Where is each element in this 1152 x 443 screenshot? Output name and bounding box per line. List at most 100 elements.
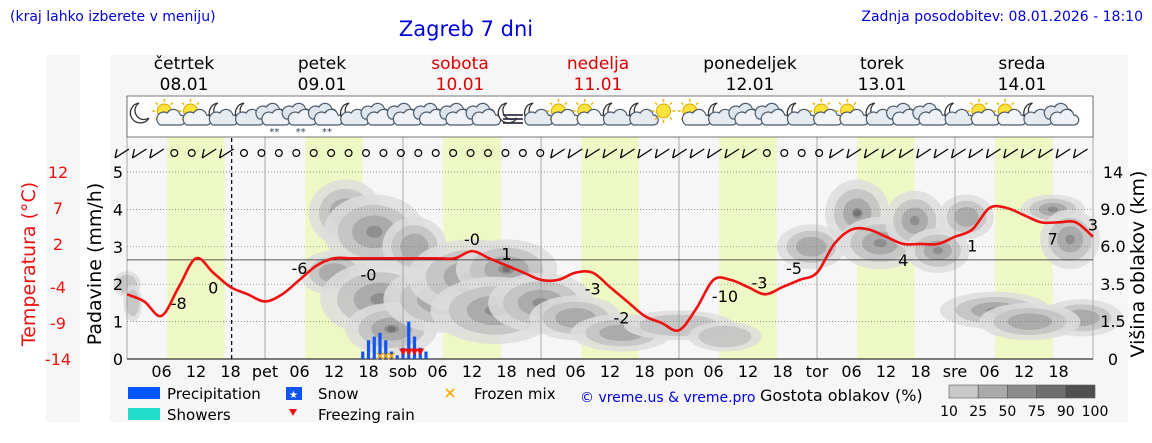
day-name: petek	[298, 54, 346, 74]
wind-barb	[968, 148, 984, 159]
freezing-rain-marker	[416, 348, 425, 356]
cloud-icon	[912, 102, 948, 126]
wind-calm-mark	[274, 149, 283, 158]
wind-barb-tick	[550, 148, 554, 159]
cloud-blob	[387, 326, 396, 333]
temperature-tick: -4	[50, 278, 66, 297]
x-tick-label: 06	[289, 362, 309, 381]
precipitation-bar	[361, 351, 365, 359]
cloud-night-icon	[208, 102, 239, 126]
wind-calm-mark	[797, 149, 806, 158]
x-tick-label: 06	[151, 362, 171, 381]
wind-barb-shaft	[1055, 148, 1071, 159]
wind-calm-mark	[762, 149, 771, 158]
precipitation-bars	[361, 321, 428, 360]
legend-frozen-mix-stroke	[445, 388, 455, 398]
precipitation-bar	[395, 355, 399, 359]
wind-barb	[619, 148, 635, 159]
wind-barb	[1038, 148, 1054, 159]
wind-barb-tick	[863, 148, 868, 159]
temperature-tick: 7	[53, 199, 63, 218]
sun-cloud-icon	[546, 99, 580, 126]
temperature-axis-label: Temperatura (°C)	[18, 182, 40, 347]
wind-barb-tick	[654, 148, 658, 159]
sun-ray	[984, 101, 988, 106]
copyright-link[interactable]: © vreme.us & vreme.pro	[580, 390, 755, 406]
temperature-value-label: -10	[712, 287, 738, 306]
frozen-mix-marker	[376, 352, 384, 360]
precipitation-bar	[424, 351, 428, 359]
precipitation-axis-label: Padavine (mm/h)	[84, 183, 106, 346]
cloud-icon	[1043, 102, 1080, 126]
wind-barb-shaft	[1038, 148, 1054, 159]
wind-barb-shaft	[620, 148, 635, 159]
wind-barb-tick	[637, 148, 641, 159]
cloud-scale-tick: 75	[1028, 404, 1046, 420]
wind-barb	[706, 148, 722, 159]
wind-barb	[218, 148, 234, 159]
sun-ray	[590, 101, 594, 106]
wind-barb	[567, 148, 583, 159]
day-date: 11.01	[574, 75, 623, 95]
sun-cloud-icon	[572, 99, 607, 126]
wind-barb-tick	[846, 148, 850, 159]
x-tick-label: 18	[1048, 362, 1068, 381]
cloud-shape	[471, 108, 502, 126]
wind-barb-shaft	[201, 148, 217, 159]
x-tick-label: sre	[943, 362, 967, 381]
wind-calm-mark	[396, 149, 405, 158]
day-date: 13.01	[858, 75, 907, 95]
wind-barb-tick	[567, 148, 571, 159]
fog-night-icon	[497, 102, 523, 124]
wind-barb-tick	[131, 148, 136, 159]
wind-barb	[846, 148, 862, 159]
wind-calm-mark	[327, 149, 336, 158]
snow-icon: ★	[289, 390, 298, 401]
x-tick-label: 18	[220, 362, 240, 381]
cloud-scale-swatch	[977, 384, 1008, 399]
wind-barb-shaft	[933, 148, 949, 159]
wind-calm-mark	[362, 149, 371, 158]
temperature-value-label: -3	[752, 273, 768, 292]
cloud-scale-tick: 25	[969, 404, 987, 420]
legend-freezing-rain-label: Freezing rain	[318, 406, 415, 424]
freezing-rain-marker	[404, 348, 413, 356]
wind-barb-shaft	[986, 148, 1001, 159]
wind-barb	[550, 148, 566, 159]
temperature-tick: -14	[45, 350, 71, 369]
wind-calm-mark	[501, 149, 510, 158]
wind-calm-mark	[449, 149, 458, 158]
temperature-tick: -9	[50, 314, 66, 333]
region-hint[interactable]: (kraj lahko izberete v meniju)	[10, 9, 216, 25]
sun-ray	[575, 101, 579, 106]
temperature-tick: 2	[53, 235, 63, 254]
wind-barb-shaft	[916, 148, 932, 159]
wind-barb-tick	[149, 148, 153, 159]
sun-cloud-icon	[966, 99, 1001, 126]
sun-ray	[181, 101, 185, 106]
temperature-value-label: -0	[361, 265, 377, 284]
wind-barb-shaft	[898, 148, 914, 159]
wind-barb-shaft	[951, 148, 966, 159]
day-date: 09.01	[298, 75, 347, 95]
sun-ray	[564, 101, 568, 106]
wind-calm-mark	[466, 149, 475, 158]
x-tick-label: 12	[324, 362, 344, 381]
wind-barb-shaft	[742, 148, 757, 159]
left-axis-panel	[46, 55, 80, 422]
wind-calm-mark	[431, 149, 440, 158]
legend-precipitation-swatch	[128, 387, 160, 399]
sun-ray	[1011, 101, 1015, 106]
cloud-scale-swatch	[1007, 384, 1037, 399]
wind-barb-shaft	[219, 148, 234, 159]
precipitation-tick: 3	[113, 238, 123, 257]
sun-ray	[654, 116, 658, 121]
wind-barb-tick	[689, 148, 693, 159]
wind-barb	[881, 148, 897, 159]
wind-barb-shaft	[1020, 148, 1036, 159]
x-tick-label: pet	[252, 362, 278, 381]
wind-calm-mark	[484, 149, 493, 158]
wind-barb	[1003, 148, 1019, 159]
legend-snow-label: Snow	[318, 385, 358, 403]
wind-barb-tick	[1020, 148, 1024, 159]
